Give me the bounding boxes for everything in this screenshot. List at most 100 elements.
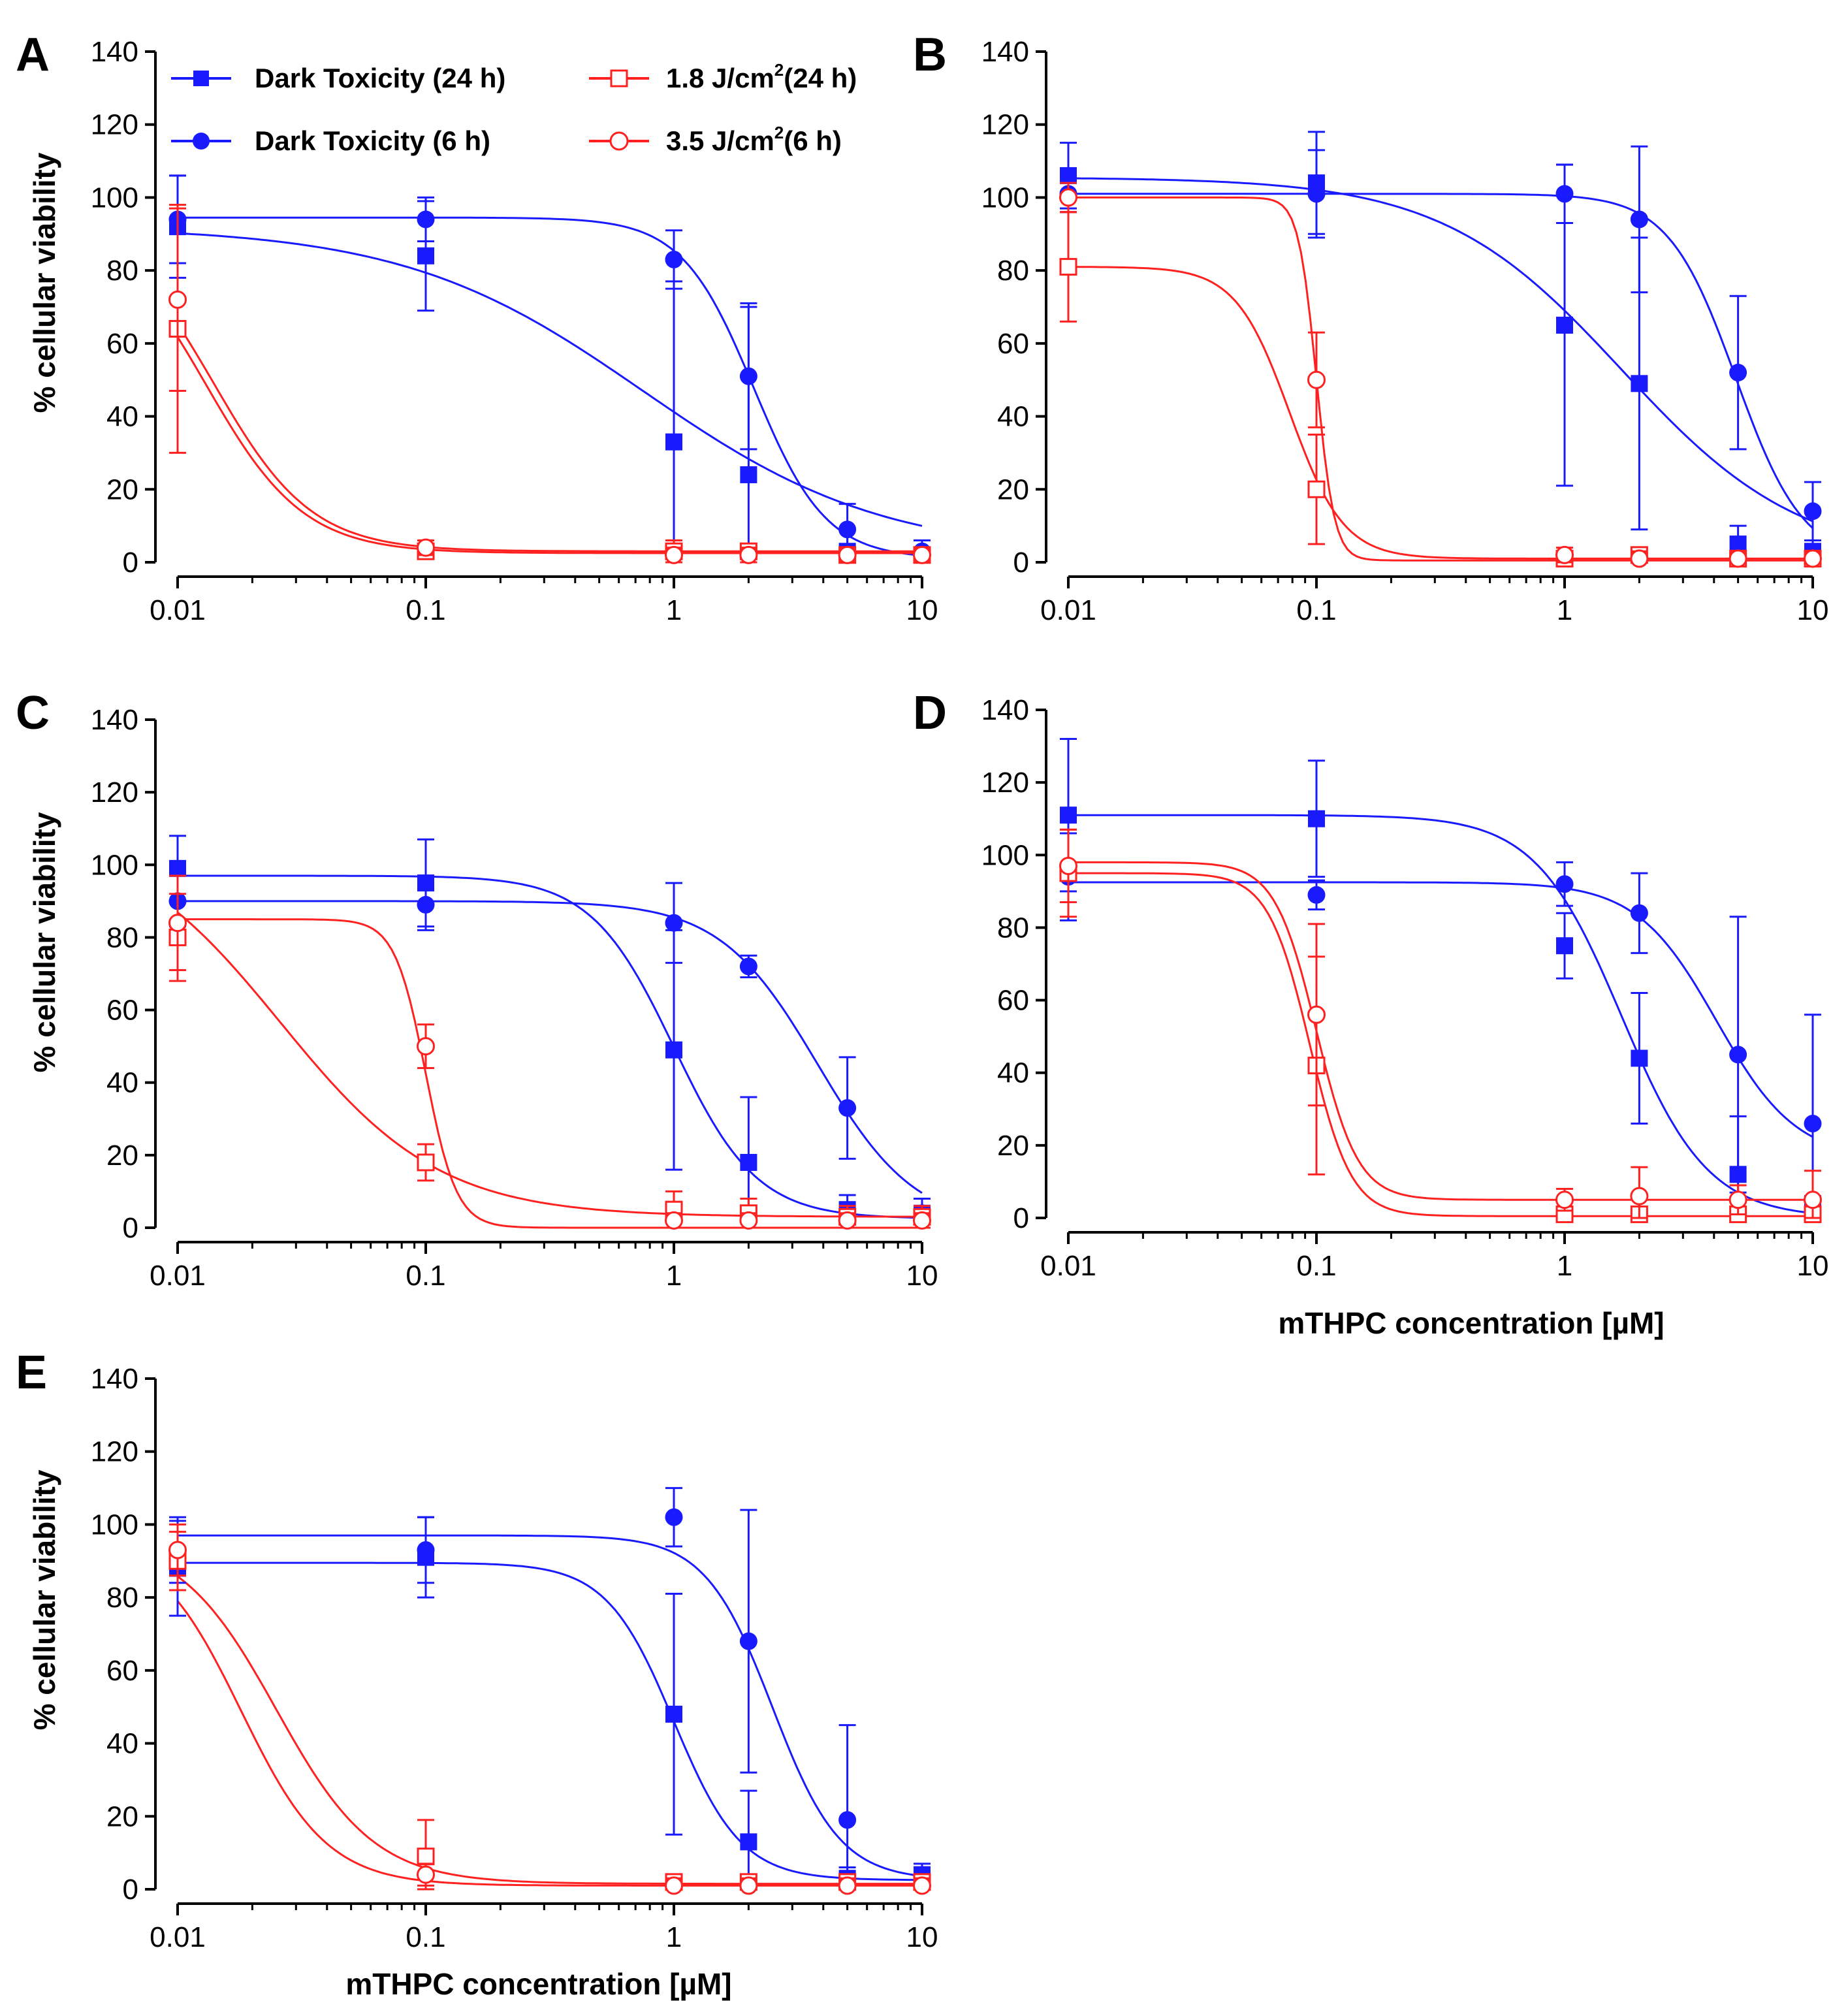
x-tick-label: 1 [666, 1921, 682, 1953]
data-point-square [1631, 375, 1648, 392]
legend-item-3p5j-6h: 3.5 J/cm2(6 h) [589, 123, 842, 156]
data-point-open-circle [1729, 1191, 1747, 1209]
y-tick-label: 60 [106, 995, 138, 1027]
fit-curve [1068, 872, 1813, 1217]
x-tick-label: 0.01 [1040, 1250, 1096, 1282]
legend-item-1p8j-24h: 1.8 J/cm2(24 h) [589, 60, 857, 93]
y-tick-label: 100 [91, 182, 138, 214]
x-tick-label: 0.01 [1040, 594, 1096, 626]
y-tick-label: 140 [91, 36, 138, 68]
y-tick-label: 120 [91, 776, 138, 808]
plot-area-e: 0 20 40 60 80 100 120 140 0.01 0.1 1 10 [91, 1363, 938, 1953]
y-tick-label: 0 [123, 547, 138, 579]
fit-curve [178, 1561, 922, 1881]
x-tick-label: 0.1 [406, 1260, 445, 1292]
panel-b: B 0 20 40 60 80 100 120 140 0.01 0.1 1 10 [913, 29, 1828, 626]
data-point-circle [1804, 502, 1822, 520]
data-point-square [1308, 810, 1325, 827]
y-tick-label: 60 [997, 985, 1029, 1017]
data-point-open-circle [1555, 1191, 1574, 1209]
data-point-square [1556, 937, 1573, 955]
fit-curve [178, 918, 922, 1229]
data-point-open-circle [913, 1876, 931, 1895]
data-point-circle [1307, 886, 1326, 904]
y-tick-label: 20 [106, 1800, 138, 1832]
panel-label-d: D [913, 687, 947, 739]
data-point-circle [665, 250, 683, 268]
data-point-open-square [1059, 258, 1077, 276]
x-tick-label: 1 [1557, 594, 1572, 626]
x-axis-title: mTHPC concentration [µM] [345, 1967, 731, 2001]
data-point-square [665, 433, 682, 451]
fit-curve [1068, 266, 1813, 560]
y-tick-label: 0 [123, 1212, 138, 1244]
fit-curve [1068, 881, 1813, 1138]
data-point-open-square [417, 1153, 435, 1172]
data-point-square [740, 1833, 757, 1851]
filled-circle-icon [193, 133, 210, 150]
legend-label-1p8j-24h: 1.8 J/cm2(24 h) [666, 60, 857, 93]
x-tick-label: 0.1 [406, 1921, 445, 1953]
y-axis-title: % cellular viability [27, 152, 61, 413]
x-tick-label: 0.01 [150, 594, 206, 626]
data-point-circle [1729, 1046, 1747, 1064]
legend-item-dark-6h: Dark Toxicity (6 h) [171, 125, 490, 156]
y-tick-label: 40 [106, 401, 138, 433]
y-tick-label: 120 [981, 109, 1029, 141]
y-tick-label: 20 [997, 473, 1029, 505]
data-point-open-circle [1307, 370, 1326, 389]
y-tick-label: 100 [981, 182, 1029, 214]
plot-area-b: 0 20 40 60 80 100 120 140 0.01 0.1 1 10 [981, 36, 1829, 626]
data-point-circle [1307, 185, 1326, 203]
x-tick-label: 0.01 [150, 1260, 206, 1292]
data-point-open-circle [739, 1211, 758, 1230]
data-point-square [665, 1705, 682, 1723]
data-point-open-circle [168, 290, 187, 309]
x-tick-label: 10 [906, 1260, 938, 1292]
y-tick-label: 40 [106, 1728, 138, 1760]
panel-c: C % cellular viability 0 20 40 60 80 100 120 14… [16, 687, 938, 1292]
data-point-open-circle [739, 545, 758, 564]
panel-label-e: E [16, 1347, 47, 1399]
y-tick-label: 80 [106, 921, 138, 953]
data-point-circle [1555, 185, 1574, 203]
data-point-circle [739, 957, 757, 976]
fit-curve [176, 323, 922, 552]
y-tick-label: 0 [1013, 547, 1029, 579]
x-tick-label: 0.1 [1296, 594, 1336, 626]
y-tick-label: 40 [997, 1057, 1029, 1089]
y-tick-label: 140 [91, 1363, 138, 1395]
x-tick-label: 10 [906, 1921, 938, 1953]
data-point-circle [417, 1541, 435, 1559]
data-point-open-circle [913, 1211, 931, 1230]
fit-curve [1068, 196, 1813, 562]
data-point-open-circle [1630, 549, 1649, 568]
panel-label-c: C [16, 687, 50, 739]
data-point-circle [1804, 1115, 1822, 1133]
data-point-square [665, 1041, 682, 1059]
legend-label-dark-6h: Dark Toxicity (6 h) [255, 125, 490, 156]
panel-d: D mTHPC concentration [µM] 0 20 40 60 80 100 1… [913, 687, 1828, 1340]
data-point-open-circle [665, 1211, 683, 1230]
open-square-icon [610, 69, 628, 88]
x-tick-label: 1 [666, 1260, 682, 1292]
data-point-circle [1729, 364, 1747, 382]
y-tick-label: 60 [106, 328, 138, 360]
x-tick-label: 10 [906, 594, 938, 626]
data-point-open-circle [838, 1876, 857, 1895]
data-point-square [1060, 807, 1077, 824]
x-tick-label: 1 [1557, 1250, 1572, 1282]
y-tick-label: 100 [91, 1509, 138, 1541]
fit-curve [177, 1575, 922, 1885]
plot-area-a: 0 20 40 60 80 100 120 140 0.01 0.1 1 10 [91, 36, 938, 626]
y-tick-label: 20 [106, 473, 138, 505]
y-tick-label: 80 [106, 255, 138, 287]
x-tick-label: 1 [666, 594, 682, 626]
y-tick-label: 60 [106, 1655, 138, 1687]
data-point-square [1556, 316, 1573, 334]
y-tick-label: 140 [981, 694, 1029, 726]
data-point-circle [665, 914, 683, 932]
data-point-circle [417, 895, 435, 914]
legend: Dark Toxicity (24 h) Dark Toxicity (6 h)… [171, 60, 857, 156]
